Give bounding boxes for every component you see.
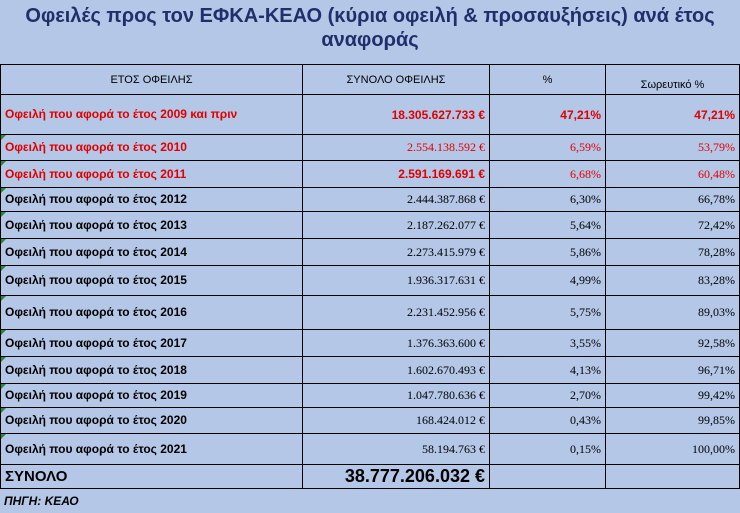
- row-amount: 2.591.169.691 €: [302, 160, 490, 188]
- row-label: Οφειλή που αφορά το έτος 2017: [0, 329, 303, 357]
- row-label: Οφειλή που αφορά το έτος 2016: [0, 295, 303, 330]
- row-cumulative: 96,71%: [605, 356, 740, 384]
- row-cumulative: 83,28%: [605, 265, 740, 296]
- row-pct: 5,75%: [489, 295, 606, 330]
- header-year: ΕΤΟΣ ΟΦΕΙΛΗΣ: [0, 64, 303, 95]
- table-row: Οφειλή που αφορά το έτος 2018 1.602.670.…: [0, 356, 740, 384]
- row-pct: 2,70%: [489, 383, 606, 408]
- row-label: Οφειλή που αφορά το έτος 2020: [0, 407, 303, 434]
- row-cumulative: 66,78%: [605, 187, 740, 212]
- debt-table: ΕΤΟΣ ΟΦΕΙΛΗΣ ΣΥΝΟΛΟ ΟΦΕΙΛΗΣ % Σωρευτικό …: [0, 64, 740, 489]
- row-label: Οφειλή που αφορά το έτος 2015: [0, 265, 303, 296]
- header-cumulative: Σωρευτικό %: [605, 64, 740, 95]
- row-amount: 1.376.363.600 €: [302, 329, 490, 357]
- table-row: Οφειλή που αφορά το έτος 2012 2.444.387.…: [0, 187, 740, 212]
- row-amount: 2.444.387.868 €: [302, 187, 490, 212]
- row-amount: 1.602.670.493 €: [302, 356, 490, 384]
- row-cumulative: 100,00%: [605, 433, 740, 465]
- row-label: Οφειλή που αφορά το έτος 2021: [0, 433, 303, 465]
- table-row: Οφειλή που αφορά το έτος 2020 168.424.01…: [0, 407, 740, 434]
- row-pct: 6,68%: [489, 160, 606, 188]
- page-title: Οφειλές προς τον ΕΦΚΑ-ΚΕΑΟ (κύρια οφειλή…: [0, 0, 740, 64]
- row-pct: 4,99%: [489, 265, 606, 296]
- row-pct: 4,13%: [489, 356, 606, 384]
- header-total: ΣΥΝΟΛΟ ΟΦΕΙΛΗΣ: [302, 64, 490, 95]
- table-row: Οφειλή που αφορά το έτος 2019 1.047.780.…: [0, 383, 740, 408]
- row-label: Οφειλή που αφορά το έτος 2012: [0, 187, 303, 212]
- row-label: Οφειλή που αφορά το έτος 2009 και πριν: [0, 94, 303, 135]
- row-cumulative: 53,79%: [605, 134, 740, 161]
- table-row: Οφειλή που αφορά το έτος 2010 2.554.138.…: [0, 134, 740, 161]
- total-label: ΣΥΝΟΛΟ: [0, 464, 303, 489]
- total-amount: 38.777.206.032 €: [302, 464, 490, 489]
- table-row: Οφειλή που αφορά το έτος 2017 1.376.363.…: [0, 329, 740, 357]
- row-amount: 1.936.317.631 €: [302, 265, 490, 296]
- total-pct-empty: [489, 464, 606, 489]
- row-label: Οφειλή που αφορά το έτος 2013: [0, 211, 303, 239]
- row-label: Οφειλή που αφορά το έτος 2011: [0, 160, 303, 188]
- row-amount: 18.305.627.733 €: [302, 94, 490, 135]
- row-pct: 6,59%: [489, 134, 606, 161]
- header-row: ΕΤΟΣ ΟΦΕΙΛΗΣ ΣΥΝΟΛΟ ΟΦΕΙΛΗΣ % Σωρευτικό …: [0, 64, 740, 95]
- row-pct: 0,15%: [489, 433, 606, 465]
- row-label: Οφειλή που αφορά το έτος 2018: [0, 356, 303, 384]
- row-cumulative: 92,58%: [605, 329, 740, 357]
- table-row: Οφειλή που αφορά το έτος 2014 2.273.415.…: [0, 238, 740, 266]
- row-amount: 2.231.452.956 €: [302, 295, 490, 330]
- row-amount: 2.187.262.077 €: [302, 211, 490, 239]
- row-cumulative: 99,42%: [605, 383, 740, 408]
- row-cumulative: 99,85%: [605, 407, 740, 434]
- row-amount: 168.424.012 €: [302, 407, 490, 434]
- row-label: Οφειλή που αφορά το έτος 2019: [0, 383, 303, 408]
- row-pct: 5,64%: [489, 211, 606, 239]
- table-row: Οφειλή που αφορά το έτος 2021 58.194.763…: [0, 433, 740, 465]
- table-row: Οφειλή που αφορά το έτος 2013 2.187.262.…: [0, 211, 740, 239]
- row-amount: 1.047.780.636 €: [302, 383, 490, 408]
- row-cumulative: 89,03%: [605, 295, 740, 330]
- table-row: Οφειλή που αφορά το έτος 2015 1.936.317.…: [0, 265, 740, 296]
- table-row: Οφειλή που αφορά το έτος 2011 2.591.169.…: [0, 160, 740, 188]
- table-row: Οφειλή που αφορά το έτος 2016 2.231.452.…: [0, 295, 740, 330]
- row-amount: 58.194.763 €: [302, 433, 490, 465]
- row-pct: 0,43%: [489, 407, 606, 434]
- table-row: Οφειλή που αφορά το έτος 2009 και πριν 1…: [0, 94, 740, 135]
- row-amount: 2.554.138.592 €: [302, 134, 490, 161]
- row-cumulative: 60,48%: [605, 160, 740, 188]
- row-pct: 3,55%: [489, 329, 606, 357]
- row-pct: 5,86%: [489, 238, 606, 266]
- row-cumulative: 72,42%: [605, 211, 740, 239]
- header-pct: %: [489, 64, 606, 95]
- row-pct: 47,21%: [489, 94, 606, 135]
- row-label: Οφειλή που αφορά το έτος 2014: [0, 238, 303, 266]
- row-label: Οφειλή που αφορά το έτος 2010: [0, 134, 303, 161]
- row-pct: 6,30%: [489, 187, 606, 212]
- row-cumulative: 47,21%: [605, 94, 740, 135]
- row-cumulative: 78,28%: [605, 238, 740, 266]
- total-cumulative-empty: [605, 464, 740, 489]
- row-amount: 2.273.415.979 €: [302, 238, 490, 266]
- total-row: ΣΥΝΟΛΟ 38.777.206.032 €: [0, 464, 740, 489]
- source-note: ΠΗΓΗ: ΚΕΑΟ: [4, 494, 79, 508]
